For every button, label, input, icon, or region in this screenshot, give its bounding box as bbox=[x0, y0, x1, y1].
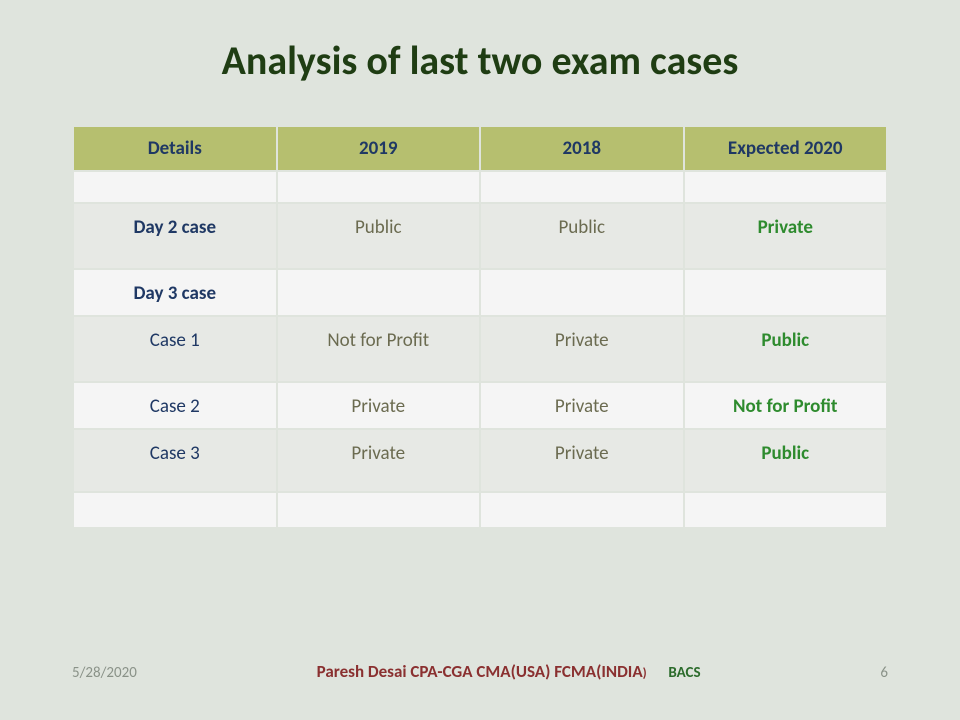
table-cell bbox=[278, 172, 480, 202]
slide-footer: 5/28/2020 Paresh Desai CPA-CGA CMA(USA) … bbox=[0, 661, 960, 682]
table-cell bbox=[685, 493, 887, 527]
table-row-label: Case 1 bbox=[74, 317, 276, 381]
table-header-cell: Details bbox=[74, 127, 276, 170]
table-cell bbox=[481, 270, 683, 315]
table-cell bbox=[278, 493, 480, 527]
footer-page-number: 6 bbox=[880, 664, 888, 682]
table-header-cell: 2019 bbox=[278, 127, 480, 170]
footer-center: Paresh Desai CPA-CGA CMA(USA) FCMA(INDIA… bbox=[137, 661, 881, 682]
table-row: Case 3PrivatePrivatePublic bbox=[74, 430, 886, 491]
table-cell: Public bbox=[685, 317, 887, 381]
footer-author-main: Paresh Desai CPA-CGA CMA(USA) FCMA(INDIA bbox=[317, 661, 643, 682]
table-row: Case 2PrivatePrivateNot for Profit bbox=[74, 383, 886, 428]
footer-bacs: BACS bbox=[668, 664, 700, 682]
table-cell: Private bbox=[278, 430, 480, 491]
table-header-cell: Expected 2020 bbox=[685, 127, 887, 170]
table-row bbox=[74, 172, 886, 202]
table-cell bbox=[481, 172, 683, 202]
table-row: Day 3 case bbox=[74, 270, 886, 315]
table-cell bbox=[685, 172, 887, 202]
table-row-label: Case 3 bbox=[74, 430, 276, 491]
table-cell bbox=[481, 493, 683, 527]
footer-date: 5/28/2020 bbox=[72, 664, 137, 682]
table-cell: Public bbox=[278, 204, 480, 268]
table-row-label bbox=[74, 172, 276, 202]
table-row-label: Day 2 case bbox=[74, 204, 276, 268]
table-row-label: Case 2 bbox=[74, 383, 276, 428]
table-row: Day 2 casePublicPublicPrivate bbox=[74, 204, 886, 268]
analysis-table-container: Details20192018Expected 2020 Day 2 caseP… bbox=[72, 125, 888, 529]
footer-author: Paresh Desai CPA-CGA CMA(USA) FCMA(INDIA… bbox=[317, 663, 651, 682]
table-cell bbox=[278, 270, 480, 315]
table-row: Case 1Not for ProfitPrivatePublic bbox=[74, 317, 886, 381]
slide-title: Analysis of last two exam cases bbox=[0, 0, 960, 85]
table-cell: Not for Profit bbox=[278, 317, 480, 381]
table-cell bbox=[685, 270, 887, 315]
table-cell: Not for Profit bbox=[685, 383, 887, 428]
table-cell: Private bbox=[481, 430, 683, 491]
analysis-table: Details20192018Expected 2020 Day 2 caseP… bbox=[72, 125, 888, 529]
table-header-row: Details20192018Expected 2020 bbox=[74, 127, 886, 170]
table-cell: Public bbox=[685, 430, 887, 491]
table-body: Day 2 casePublicPublicPrivateDay 3 caseC… bbox=[74, 172, 886, 527]
table-cell: Public bbox=[481, 204, 683, 268]
table-cell: Private bbox=[481, 317, 683, 381]
table-row-label: Day 3 case bbox=[74, 270, 276, 315]
table-row bbox=[74, 493, 886, 527]
table-cell: Private bbox=[278, 383, 480, 428]
table-row-label bbox=[74, 493, 276, 527]
footer-author-paren: ) bbox=[643, 666, 647, 681]
table-cell: Private bbox=[481, 383, 683, 428]
table-header-cell: 2018 bbox=[481, 127, 683, 170]
table-cell: Private bbox=[685, 204, 887, 268]
